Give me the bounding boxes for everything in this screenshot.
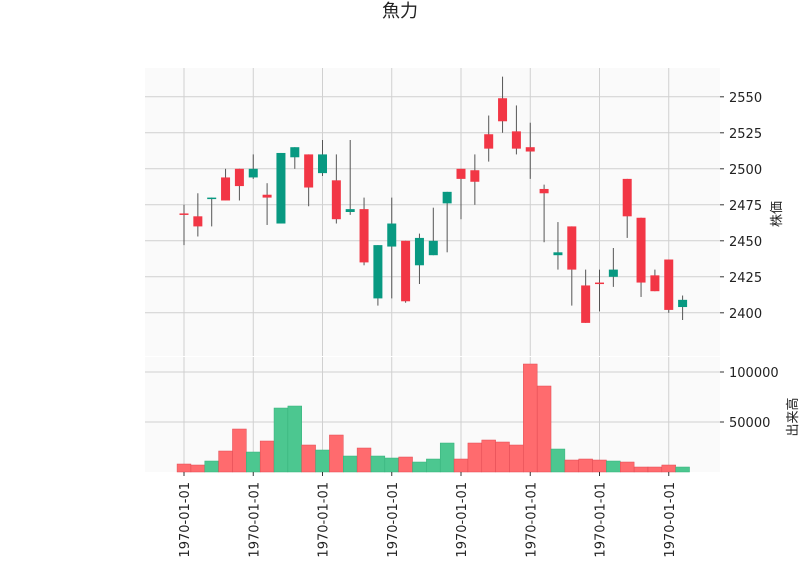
volume-bar bbox=[453, 458, 469, 473]
volume-bar bbox=[176, 463, 192, 473]
volume-bar bbox=[606, 460, 621, 473]
candle-body bbox=[650, 275, 660, 292]
volume-bar bbox=[329, 434, 344, 473]
volume-bar bbox=[218, 450, 233, 473]
candle-body bbox=[331, 180, 341, 220]
price-tick-label: 2500 bbox=[729, 163, 762, 178]
volume-bar bbox=[481, 439, 496, 473]
volume-bar bbox=[564, 459, 579, 473]
candle-body bbox=[678, 299, 688, 308]
volume-bar bbox=[675, 466, 690, 473]
volume-bar bbox=[343, 455, 358, 473]
candle-body bbox=[470, 170, 480, 182]
candle-body bbox=[207, 197, 217, 200]
price-tick-label: 2425 bbox=[729, 271, 762, 286]
price-tick-label: 2550 bbox=[729, 91, 762, 106]
x-tick-label: 1970-01-01 bbox=[524, 482, 539, 558]
x-tick-label: 1970-01-01 bbox=[317, 482, 332, 558]
volume-bar bbox=[301, 444, 316, 473]
candle-body bbox=[553, 252, 563, 256]
volume-bar bbox=[287, 405, 302, 473]
candle-body bbox=[456, 168, 466, 179]
candle-body bbox=[664, 259, 674, 310]
volume-axis-label: 出来高 bbox=[785, 397, 800, 436]
volume-bar bbox=[495, 441, 510, 473]
candle-body bbox=[428, 240, 438, 256]
x-tick-label: 1970-01-01 bbox=[663, 482, 678, 558]
price-tick-label: 2475 bbox=[729, 199, 762, 214]
candle-body bbox=[401, 240, 411, 302]
x-tick-label: 1970-01-01 bbox=[178, 482, 193, 558]
volume-bar bbox=[509, 444, 524, 473]
x-tick-label: 1970-01-01 bbox=[455, 482, 470, 558]
volume-bar bbox=[259, 440, 275, 473]
price-axis-label: 株価 bbox=[770, 201, 785, 227]
volume-bar bbox=[384, 457, 399, 473]
candle-body bbox=[387, 223, 397, 247]
candle-body bbox=[581, 285, 591, 323]
candle-body bbox=[345, 209, 355, 212]
candle-body bbox=[248, 168, 258, 178]
volume-panel: 50000 100000 bbox=[145, 357, 779, 473]
volume-bar bbox=[426, 458, 441, 473]
candle-body bbox=[179, 213, 189, 215]
candle-body bbox=[359, 209, 369, 263]
candle-body bbox=[234, 168, 244, 187]
x-tick-label: 1970-01-01 bbox=[247, 482, 262, 558]
volume-bar bbox=[246, 451, 261, 473]
volume-bar bbox=[439, 442, 455, 473]
price-tick-label: 2400 bbox=[729, 307, 762, 322]
volume-bar bbox=[370, 455, 386, 473]
volume-bar bbox=[467, 442, 483, 473]
price-tick-label: 2450 bbox=[729, 235, 762, 250]
volume-bar bbox=[190, 464, 206, 473]
candle-body bbox=[193, 216, 203, 227]
candle-body bbox=[567, 226, 577, 270]
candle-body bbox=[304, 154, 314, 188]
candle-body bbox=[539, 188, 549, 194]
candle-body bbox=[636, 217, 646, 283]
volume-bar bbox=[661, 464, 676, 473]
candle-body bbox=[622, 178, 632, 217]
volume-bar bbox=[315, 449, 330, 473]
volume-tick-label: 100000 bbox=[729, 366, 779, 381]
volume-bar bbox=[412, 461, 427, 473]
candle-body bbox=[262, 194, 272, 198]
volume-bar bbox=[592, 459, 607, 473]
volume-bar bbox=[536, 385, 552, 473]
candle-body bbox=[608, 269, 618, 277]
x-tick-label: 1970-01-01 bbox=[594, 482, 609, 558]
candle-body bbox=[414, 237, 424, 266]
candle-body bbox=[290, 147, 300, 158]
candle-body bbox=[595, 282, 604, 285]
x-axis: 1970-01-01 1970-01-01 1970-01-01 1970-01-01… bbox=[178, 472, 678, 558]
volume-bar bbox=[647, 466, 663, 473]
volume-bar bbox=[523, 363, 538, 473]
volume-bar bbox=[204, 460, 219, 473]
price-panel: 2400 2425 2450 2475 2500 2525 2550 bbox=[145, 68, 762, 356]
candle-body bbox=[442, 191, 452, 204]
volume-bar bbox=[232, 428, 247, 473]
candle-body bbox=[525, 147, 535, 152]
candle-body bbox=[318, 154, 327, 174]
volume-bar bbox=[620, 461, 635, 473]
price-tick-label: 2525 bbox=[729, 127, 762, 142]
x-tick-label: 1970-01-01 bbox=[386, 482, 401, 558]
volume-bar bbox=[633, 466, 649, 473]
volume-tick-label: 50000 bbox=[729, 416, 770, 431]
volume-bar bbox=[273, 407, 289, 473]
volume-bar bbox=[398, 456, 413, 473]
volume-bar bbox=[356, 447, 372, 473]
candle-body bbox=[498, 98, 508, 122]
candle-body bbox=[511, 131, 521, 149]
candle-body bbox=[484, 134, 494, 149]
volume-bar bbox=[550, 448, 566, 473]
chart-title: 魚力 bbox=[382, 1, 418, 22]
candle-body bbox=[221, 177, 231, 201]
volume-bar bbox=[578, 458, 593, 473]
candle-body bbox=[373, 245, 383, 299]
candle-body bbox=[276, 152, 286, 224]
